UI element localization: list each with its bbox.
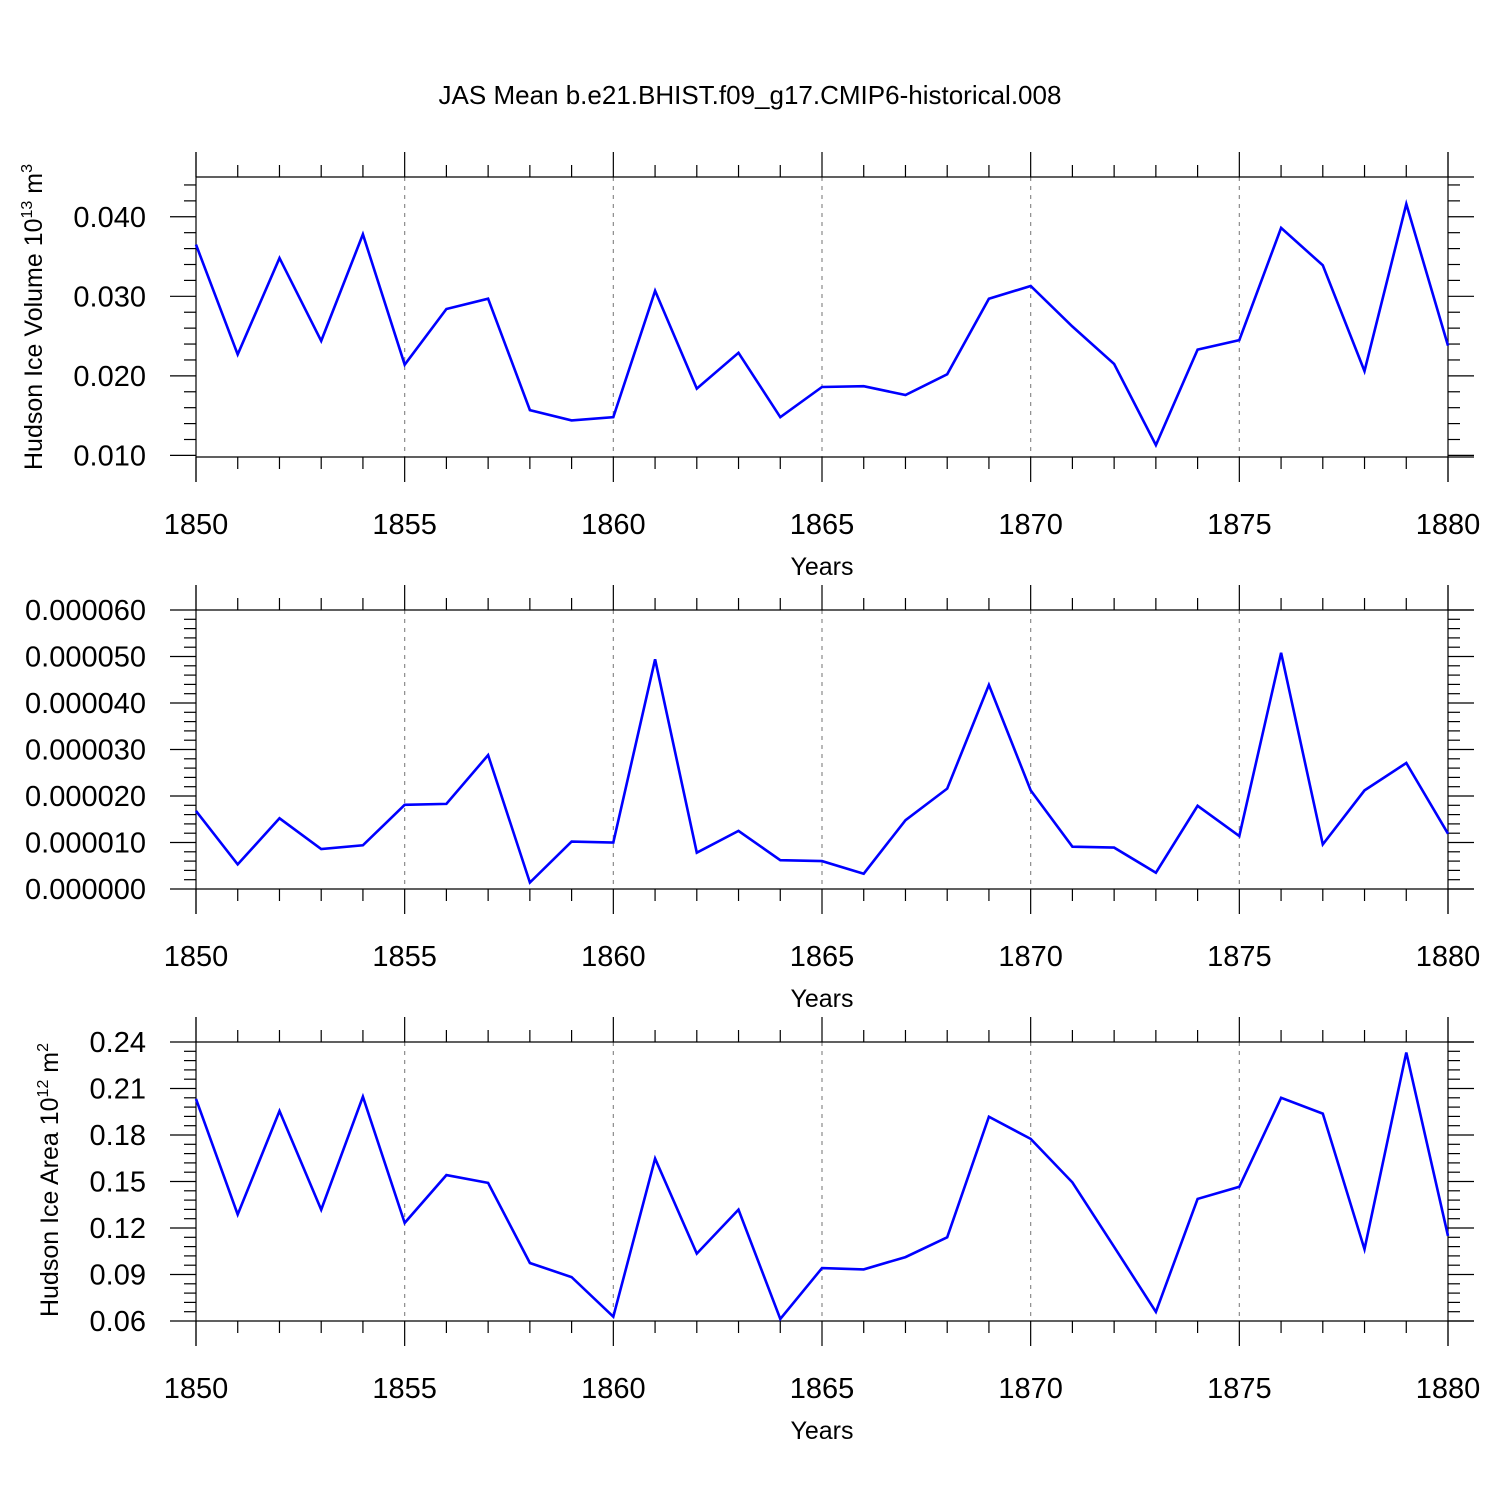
series-line-2 <box>194 652 1450 885</box>
y-tick-label: 0.000020 <box>25 781 146 813</box>
x-tick-label-1855: 1855 <box>372 941 437 973</box>
panel-2: 1850 1855 1860 1865 1870 1875 1880 Years 0.00000… <box>25 585 1480 1013</box>
y-tick-label: 0.12 <box>90 1213 146 1245</box>
y-tick-label: 0.000050 <box>25 642 146 674</box>
x-tick-label-1850: 1850 <box>164 509 229 541</box>
y-tick-label: 0.000060 <box>25 595 146 627</box>
x-tick-label-1860: 1860 <box>581 941 646 973</box>
x-tick-label-1880: 1880 <box>1416 509 1481 541</box>
x-tick-label-1865: 1865 <box>790 509 855 541</box>
x-tick-label-1875: 1875 <box>1207 941 1272 973</box>
y-tick-label: 0.21 <box>90 1074 146 1106</box>
y-tick-label: 0.020 <box>73 361 146 393</box>
y-tick-label: 0.040 <box>73 202 146 234</box>
panel-3: 1850 1855 1860 1865 1870 1875 1880 Years 0.06 0.0… <box>35 1017 1480 1445</box>
x-tick-label-1880: 1880 <box>1416 941 1481 973</box>
y-tick-label: 0.24 <box>90 1027 146 1059</box>
x-tick-label-1870: 1870 <box>998 509 1063 541</box>
y-tick-label: 0.000030 <box>25 735 146 767</box>
x-tick-label-1855: 1855 <box>372 509 437 541</box>
y-axis-label: Hudson Ice Area 1012 m2 <box>35 1043 64 1317</box>
x-tick-label-1860: 1860 <box>581 509 646 541</box>
x-axis-label: Years <box>790 553 853 581</box>
x-tick-label-1850: 1850 <box>164 1373 229 1405</box>
x-tick-label-1860: 1860 <box>581 1373 646 1405</box>
x-tick-label-1870: 1870 <box>998 1373 1063 1405</box>
y-tick-label: 0.000040 <box>25 688 146 720</box>
panel-1: 1850 1855 1860 1865 1870 1875 1880 Years 0.010 0.… <box>19 152 1480 581</box>
y-tick-label: 0.010 <box>73 440 146 472</box>
y-tick-label: 0.030 <box>73 281 146 313</box>
y-tick-label: 0.06 <box>90 1306 146 1338</box>
x-tick-label-1880: 1880 <box>1416 1373 1481 1405</box>
x-axis-label: Years <box>790 1417 853 1445</box>
x-tick-label-1865: 1865 <box>790 941 855 973</box>
y-axis-label: Hudson Ice Volume 1013 m3 <box>19 164 48 470</box>
series-line-1 <box>194 199 1450 449</box>
x-tick-label-1875: 1875 <box>1207 1373 1272 1405</box>
x-axis-label: Years <box>790 985 853 1013</box>
x-tick-label-1865: 1865 <box>790 1373 855 1405</box>
x-tick-label-1870: 1870 <box>998 941 1063 973</box>
plots-container: 1850 1855 1860 1865 1870 1875 1880 Years 0.010 0.… <box>19 152 1480 1445</box>
series-line-3 <box>194 1052 1450 1322</box>
y-tick-label: 0.15 <box>90 1167 146 1199</box>
y-tick-label: 0.18 <box>90 1120 146 1152</box>
y-tick-label: 0.000000 <box>25 874 146 906</box>
x-tick-label-1855: 1855 <box>372 1373 437 1405</box>
y-tick-label: 0.09 <box>90 1260 146 1292</box>
x-tick-label-1850: 1850 <box>164 941 229 973</box>
x-tick-label-1875: 1875 <box>1207 509 1272 541</box>
figure-title: JAS Mean b.e21.BHIST.f09_g17.CMIP6-histo… <box>439 80 1062 110</box>
y-tick-label: 0.000010 <box>25 828 146 860</box>
